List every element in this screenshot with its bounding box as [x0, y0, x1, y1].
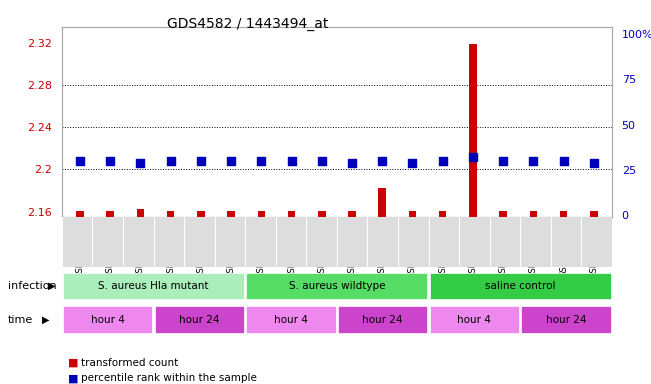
Text: time: time: [8, 315, 33, 325]
Bar: [167, 210, 174, 217]
Point: [498, 158, 508, 164]
Text: S. aureus Hla mutant: S. aureus Hla mutant: [98, 281, 209, 291]
Point: [559, 158, 569, 164]
Point: [377, 158, 387, 164]
Bar: [560, 210, 568, 217]
Bar: [106, 210, 114, 217]
Point: [226, 158, 236, 164]
Bar: [439, 210, 447, 217]
Point: [286, 158, 297, 164]
Bar: [499, 210, 507, 217]
Text: infection: infection: [8, 281, 57, 291]
Bar: [318, 210, 326, 217]
Text: hour 4: hour 4: [274, 314, 308, 325]
Text: hour 4: hour 4: [90, 314, 124, 325]
Bar: [63, 306, 152, 333]
Point: [196, 158, 206, 164]
Point: [165, 158, 176, 164]
Text: ■: ■: [68, 373, 79, 383]
Point: [347, 160, 357, 166]
Bar: [258, 210, 265, 217]
Point: [135, 160, 146, 166]
Bar: [348, 210, 356, 217]
Point: [256, 158, 266, 164]
Text: transformed count: transformed count: [81, 358, 178, 368]
Text: hour 24: hour 24: [179, 314, 219, 325]
Bar: [137, 209, 145, 217]
Text: ■: ■: [68, 358, 79, 368]
Bar: [469, 44, 477, 217]
Point: [408, 160, 418, 166]
Point: [437, 158, 448, 164]
Bar: [409, 210, 416, 217]
Bar: [197, 210, 204, 217]
Text: saline control: saline control: [485, 281, 555, 291]
Bar: [338, 306, 427, 333]
Point: [528, 158, 538, 164]
Bar: [378, 189, 386, 217]
Bar: [247, 273, 427, 299]
Bar: [247, 306, 336, 333]
Text: S. aureus wildtype: S. aureus wildtype: [288, 281, 385, 291]
Text: hour 24: hour 24: [546, 314, 587, 325]
Bar: [590, 210, 598, 217]
Point: [467, 154, 478, 160]
Bar: [63, 273, 244, 299]
Bar: [521, 306, 611, 333]
Text: GDS4582 / 1443494_at: GDS4582 / 1443494_at: [167, 17, 328, 31]
Text: hour 4: hour 4: [458, 314, 492, 325]
Bar: [529, 210, 537, 217]
Text: ▶: ▶: [48, 281, 56, 291]
Point: [75, 158, 85, 164]
Text: hour 24: hour 24: [363, 314, 403, 325]
Point: [316, 158, 327, 164]
Bar: [227, 210, 235, 217]
Text: ▶: ▶: [42, 315, 50, 325]
Point: [105, 158, 115, 164]
Text: percentile rank within the sample: percentile rank within the sample: [81, 373, 257, 383]
Bar: [155, 306, 244, 333]
Bar: [288, 210, 296, 217]
Point: [589, 160, 599, 166]
Bar: [76, 210, 84, 217]
Bar: [430, 306, 519, 333]
Bar: [430, 273, 611, 299]
